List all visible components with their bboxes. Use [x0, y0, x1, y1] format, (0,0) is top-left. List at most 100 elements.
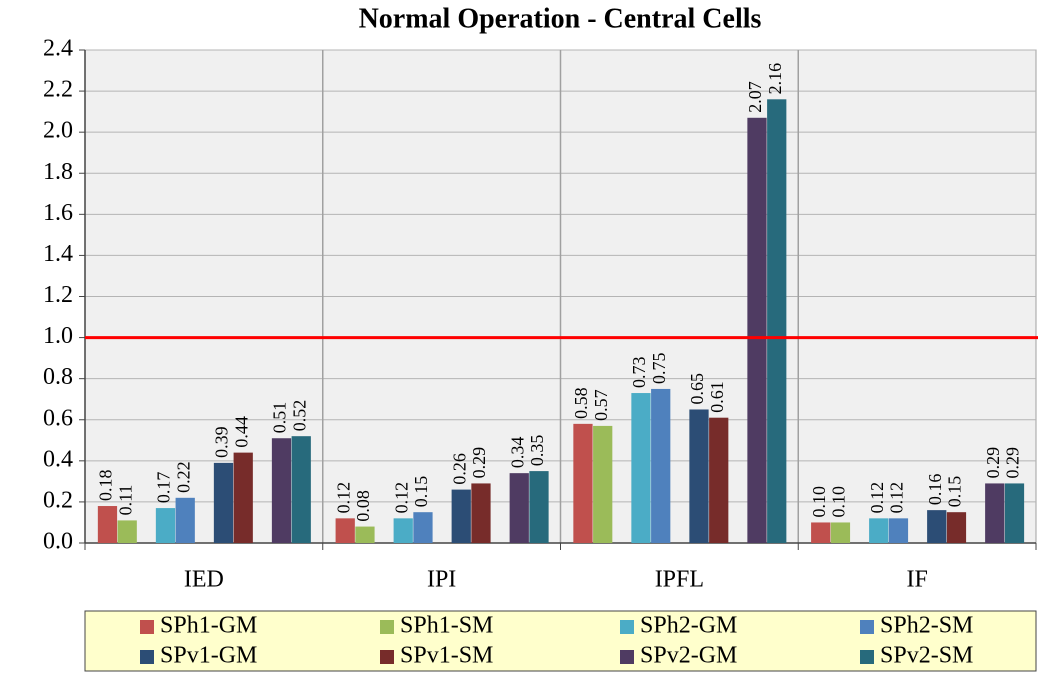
legend-swatch — [380, 620, 394, 634]
data-label: 0.17 — [154, 472, 174, 504]
bar — [767, 99, 787, 544]
bar — [1004, 483, 1025, 543]
bar — [811, 522, 831, 543]
bar — [117, 520, 137, 543]
data-label: 0.29 — [469, 447, 489, 479]
y-tick-label: 1.6 — [43, 200, 73, 226]
bar — [393, 518, 413, 543]
chart-title: Normal Operation - Central Cells — [359, 3, 762, 34]
legend-label: SPh2-GM — [640, 613, 737, 639]
y-tick-label: 1.4 — [43, 241, 73, 267]
legend-swatch — [140, 650, 154, 664]
bar — [689, 409, 709, 543]
bar — [335, 518, 355, 543]
legend-label: SPv2-GM — [640, 643, 737, 669]
bar — [927, 510, 947, 543]
bar — [271, 438, 292, 543]
legend-label: SPv1-SM — [400, 643, 493, 669]
data-label: 0.61 — [707, 381, 727, 413]
bar — [471, 483, 491, 543]
data-label: 0.12 — [867, 482, 887, 514]
legend-label: SPv2-SM — [880, 643, 973, 669]
y-tick-label: 0.0 — [43, 529, 73, 555]
data-label: 2.07 — [745, 81, 765, 113]
y-tick-label: 0.6 — [43, 405, 73, 431]
data-label: 2.16 — [765, 63, 785, 95]
bar — [155, 508, 176, 543]
y-tick-label: 0.2 — [43, 487, 73, 513]
y-tick-label: 1.8 — [43, 159, 73, 185]
data-label: 0.57 — [591, 389, 611, 421]
bar — [631, 393, 651, 543]
bar — [413, 512, 433, 543]
data-label: 0.11 — [115, 485, 135, 516]
y-tick-label: 2.0 — [43, 118, 73, 144]
data-label: 0.10 — [829, 486, 849, 518]
y-tick-label: 0.8 — [43, 364, 73, 390]
bar — [97, 506, 118, 543]
legend-swatch — [380, 650, 394, 664]
legend-label: SPh1-GM — [160, 613, 257, 639]
data-label: 0.29 — [1003, 447, 1023, 479]
legend-swatch — [860, 620, 874, 634]
y-tick-label: 2.2 — [43, 77, 73, 103]
bar — [888, 518, 909, 543]
data-label: 0.12 — [333, 482, 353, 514]
data-label: 0.58 — [571, 387, 591, 419]
data-label: 0.34 — [507, 437, 527, 469]
legend-label: SPh2-SM — [880, 613, 973, 639]
bar — [573, 423, 593, 543]
data-label: 0.26 — [449, 453, 469, 485]
data-label: 0.35 — [527, 435, 547, 467]
bar — [529, 471, 549, 543]
data-label: 0.65 — [687, 373, 707, 405]
bar — [869, 518, 889, 543]
data-label: 0.12 — [887, 482, 907, 514]
x-tick-label: IED — [184, 567, 224, 593]
legend-swatch — [140, 620, 154, 634]
bar — [747, 117, 767, 543]
legend-swatch — [620, 620, 634, 634]
data-label: 0.10 — [809, 486, 829, 518]
bar — [451, 489, 471, 543]
legend — [84, 610, 1037, 672]
bar — [946, 512, 967, 543]
bar — [593, 425, 613, 543]
data-label: 0.52 — [289, 400, 309, 432]
y-tick-label: 1.0 — [43, 323, 73, 349]
bar — [509, 473, 529, 543]
bar — [175, 497, 195, 543]
bar — [830, 522, 851, 543]
y-tick-label: 2.4 — [43, 36, 73, 62]
bar — [213, 462, 234, 543]
data-label: 0.12 — [391, 482, 411, 514]
data-label: 0.15 — [411, 476, 431, 508]
data-label: 0.75 — [649, 352, 669, 384]
data-label: 0.16 — [925, 474, 945, 506]
bar — [985, 483, 1005, 543]
data-label: 0.15 — [945, 476, 965, 508]
y-tick-label: 0.4 — [43, 446, 73, 472]
data-label: 0.18 — [96, 470, 116, 502]
data-label: 0.73 — [629, 357, 649, 389]
data-label: 0.39 — [212, 426, 232, 458]
legend-label: SPv1-GM — [160, 643, 257, 669]
x-tick-label: IPI — [427, 567, 456, 593]
bar — [651, 388, 671, 543]
bar — [233, 452, 253, 543]
data-label: 0.22 — [173, 461, 193, 493]
bar — [291, 436, 311, 543]
data-label: 0.29 — [983, 447, 1003, 479]
data-label: 0.44 — [231, 416, 251, 448]
x-tick-label: IPFL — [655, 567, 704, 593]
y-tick-label: 1.2 — [43, 282, 73, 308]
data-label: 0.51 — [270, 402, 290, 434]
data-label: 0.08 — [353, 490, 373, 522]
legend-swatch — [620, 650, 634, 664]
x-tick-label: IF — [906, 567, 927, 593]
legend-swatch — [860, 650, 874, 664]
bar — [355, 526, 375, 543]
legend-label: SPh1-SM — [400, 613, 493, 639]
bar — [709, 417, 729, 543]
